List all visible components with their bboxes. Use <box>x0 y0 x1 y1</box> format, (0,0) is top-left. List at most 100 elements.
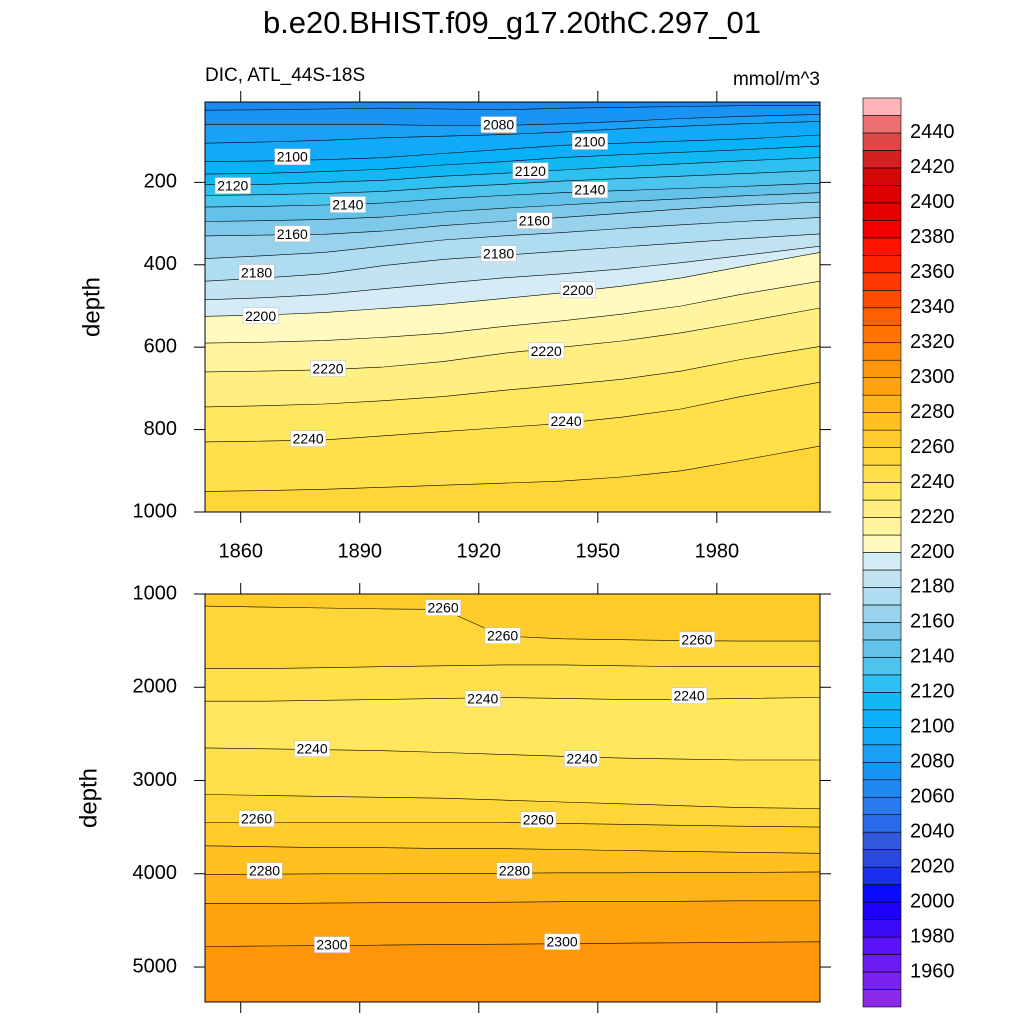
colorbar-box <box>862 884 902 903</box>
contour-label: 2140 <box>574 182 605 198</box>
contour-label: 2260 <box>487 628 518 644</box>
contour-line <box>205 307 820 373</box>
colorbar-box <box>862 167 902 186</box>
colorbar-label: 2360 <box>910 261 955 283</box>
x-tick-label: 1860 <box>218 540 263 562</box>
colorbar-label: 2140 <box>910 646 955 668</box>
contour-label-box <box>238 264 275 281</box>
contour-label: 2240 <box>566 751 597 767</box>
units: mmol/m^3 <box>733 69 820 90</box>
colorbar-label: 2400 <box>910 191 955 213</box>
contour-label-box <box>516 212 553 229</box>
colorbar-box <box>862 464 902 483</box>
colorbar-box <box>862 115 902 134</box>
y-axis-label: depth <box>75 768 102 828</box>
plot-frame <box>204 101 821 513</box>
contour-label-box <box>528 342 565 360</box>
colorbar-box <box>862 761 902 781</box>
contour-label: 2200 <box>562 282 593 298</box>
contour-band <box>205 941 820 1002</box>
contour-label: 2140 <box>332 197 363 213</box>
contour-label: 2300 <box>316 937 347 953</box>
y-tick-label: 5000 <box>133 955 178 977</box>
y-tick-label: 1000 <box>133 582 178 604</box>
colorbar-box <box>862 552 902 571</box>
colorbar-label: 2440 <box>910 121 955 143</box>
contour-line <box>205 845 820 854</box>
colorbar-box <box>862 831 902 850</box>
contour-line <box>205 121 820 144</box>
contour-label: 2080 <box>483 117 514 133</box>
contour-line <box>205 245 820 301</box>
colorbar-label: 2380 <box>910 226 955 248</box>
colorbar-label: 2020 <box>910 855 955 877</box>
contour-label: 2180 <box>483 246 514 262</box>
contour-line <box>205 252 820 317</box>
colorbar-label: 2160 <box>910 611 955 633</box>
contour-label: 2260 <box>241 811 272 827</box>
colorbar-box <box>862 936 902 955</box>
colorbar-label: 2260 <box>910 436 955 458</box>
colorbar-label: 2240 <box>910 471 955 493</box>
colorbar-box <box>862 901 902 920</box>
contour-label-box <box>671 687 708 704</box>
contour-label-box <box>274 148 311 165</box>
contour-label: 2260 <box>681 632 712 648</box>
colorbar-box <box>862 849 902 868</box>
contour-label-box <box>464 690 501 707</box>
contour-band <box>205 664 820 702</box>
colorbar-box <box>862 255 902 274</box>
colorbar-box <box>862 587 902 606</box>
colorbar-box <box>862 692 902 711</box>
contour-label: 2240 <box>467 691 498 707</box>
colorbar-box <box>862 517 902 536</box>
contour-label-box <box>548 412 585 430</box>
contour-line <box>205 794 820 809</box>
contour-line <box>205 182 820 208</box>
contour-label-box <box>560 281 596 299</box>
contour-line <box>205 217 820 259</box>
colorbar-box <box>862 97 902 116</box>
colorbar-box <box>862 429 902 448</box>
contour-label: 2280 <box>249 863 280 879</box>
y-tick-label: 2000 <box>133 676 178 698</box>
contour-label: 2240 <box>293 431 324 447</box>
colorbar-label: 2280 <box>910 401 955 423</box>
contour-label: 2240 <box>673 688 704 704</box>
colorbar-label: 2120 <box>910 681 955 703</box>
colorbar-label: 2180 <box>910 576 955 598</box>
colorbar-box <box>862 727 902 746</box>
contour-line <box>205 192 820 222</box>
contour-label-box <box>425 599 462 616</box>
contour-label-box <box>564 750 600 767</box>
colorbar-box <box>862 814 902 833</box>
contour-label: 2240 <box>550 413 581 429</box>
colorbar-box <box>862 674 902 693</box>
colorbar-box <box>862 779 902 798</box>
colorbar-box <box>862 796 902 816</box>
plot-area: 2080 2100 2100 2120 2120 2140 2140 2160 2160 2180… <box>205 102 820 512</box>
colorbar-label: 2060 <box>910 786 955 808</box>
y-tick-label: 200 <box>144 171 177 193</box>
colorbar-box <box>862 622 902 641</box>
contour-label-box <box>330 196 366 213</box>
colorbar-box <box>862 604 902 623</box>
colorbar-box <box>862 657 902 676</box>
colorbar-label: 2320 <box>910 331 955 353</box>
contour-label: 2220 <box>531 343 562 359</box>
contour-label: 2160 <box>277 226 308 242</box>
colorbar-box <box>862 989 902 1008</box>
colorbar-box <box>862 412 902 431</box>
contour-label-box <box>572 133 608 150</box>
colorbar-label: 2340 <box>910 296 955 318</box>
colorbar-label: 2080 <box>910 751 955 773</box>
subtitle: DIC, ATL_44S-18S <box>205 65 365 86</box>
chart-title: b.e20.BHIST.f09_g17.20thC.297_01 <box>263 5 761 40</box>
contour-label-box <box>480 245 517 262</box>
contour-line <box>205 346 820 408</box>
colorbar-label: 1980 <box>910 925 955 947</box>
colorbar-box <box>862 289 902 309</box>
y-tick-label: 4000 <box>133 862 178 884</box>
y-tick-label: 600 <box>144 335 177 357</box>
colorbar-label: 2040 <box>910 820 955 842</box>
